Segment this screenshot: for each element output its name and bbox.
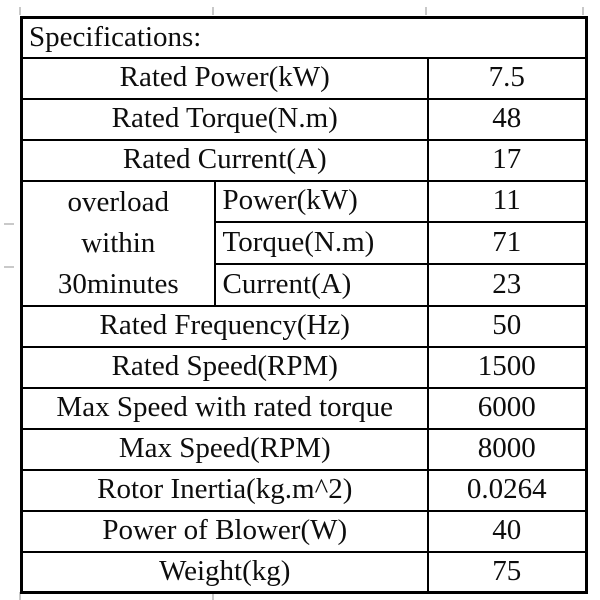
table-title: Specifications: (20, 16, 588, 59)
table-row: Weight(kg) 75 (20, 550, 588, 594)
spec-label-overload-current: Current(A) (213, 262, 429, 307)
overload-group-label-line: overload (67, 185, 169, 218)
table-row: Current(A) 23 (22, 262, 588, 307)
spec-value-overload-torque: 71 (426, 221, 588, 265)
scan-artifact-tick (4, 223, 14, 225)
scan-artifact-tick (425, 7, 427, 15)
spec-value-weight: 75 (426, 550, 588, 594)
spec-label-max-speed-rated-torque: Max Speed with rated torque (20, 386, 429, 430)
scan-artifact-tick (212, 593, 214, 600)
spec-value-rated-speed: 1500 (426, 345, 588, 389)
table-row: Max Speed with rated torque 6000 (20, 386, 588, 430)
spec-value-max-speed-rated-torque: 6000 (426, 386, 588, 430)
table-row: Rated Power(kW) 7.5 (20, 56, 588, 100)
spec-label-rated-frequency: Rated Frequency(Hz) (20, 304, 429, 348)
specifications-table: Specifications: Rated Power(kW) 7.5 Rate… (20, 16, 589, 594)
scan-artifact-tick (19, 7, 21, 15)
spec-label-overload-torque: Torque(N.m) (213, 221, 429, 265)
spec-value-rated-frequency: 50 (426, 304, 588, 348)
table-row: Max Speed(RPM) 8000 (20, 427, 588, 471)
spec-value-rotor-inertia: 0.0264 (426, 468, 588, 512)
scan-artifact-tick (582, 7, 584, 15)
table-row: Rated Current(A) 17 (20, 138, 588, 182)
spec-value-rated-torque: 48 (426, 97, 588, 141)
table-row: Rotor Inertia(kg.m^2) 0.0264 (20, 468, 588, 512)
spec-label-power-of-blower: Power of Blower(W) (20, 509, 429, 553)
table-row: Rated Frequency(Hz) 50 (20, 304, 588, 348)
table-row: Rated Speed(RPM) 1500 (20, 345, 588, 389)
scan-artifact-tick (212, 7, 214, 15)
scan-artifact-tick (19, 592, 21, 600)
spec-label-rated-power: Rated Power(kW) (20, 56, 429, 100)
spec-value-overload-power: 11 (426, 179, 588, 224)
spec-value-overload-current: 23 (426, 262, 588, 307)
spec-label-max-speed: Max Speed(RPM) (20, 427, 429, 471)
spec-label-rated-torque: Rated Torque(N.m) (20, 97, 429, 141)
overload-group-label: overload within 30minutes (20, 179, 216, 307)
spec-label-rated-speed: Rated Speed(RPM) (20, 345, 429, 389)
spec-value-max-speed: 8000 (426, 427, 588, 471)
scan-artifact-tick (4, 266, 14, 268)
table-row: overload within 30minutes Power(kW) 11 (20, 179, 588, 307)
spec-value-rated-current: 17 (426, 138, 588, 182)
overload-group-label-line: within (81, 226, 156, 259)
spec-label-rotor-inertia: Rotor Inertia(kg.m^2) (20, 468, 429, 512)
spec-label-rated-current: Rated Current(A) (20, 138, 429, 182)
spec-label-weight: Weight(kg) (20, 550, 429, 594)
spec-value-rated-power: 7.5 (426, 56, 588, 100)
overload-group-label-line: 30minutes (57, 267, 179, 300)
table-header-row: Specifications: (20, 16, 588, 59)
table-row: Torque(N.m) 71 (22, 221, 588, 265)
table-row: Rated Torque(N.m) 48 (20, 97, 588, 141)
table-row: Power of Blower(W) 40 (20, 509, 588, 553)
spec-value-power-of-blower: 40 (426, 509, 588, 553)
spec-label-overload-power: Power(kW) (213, 179, 429, 224)
